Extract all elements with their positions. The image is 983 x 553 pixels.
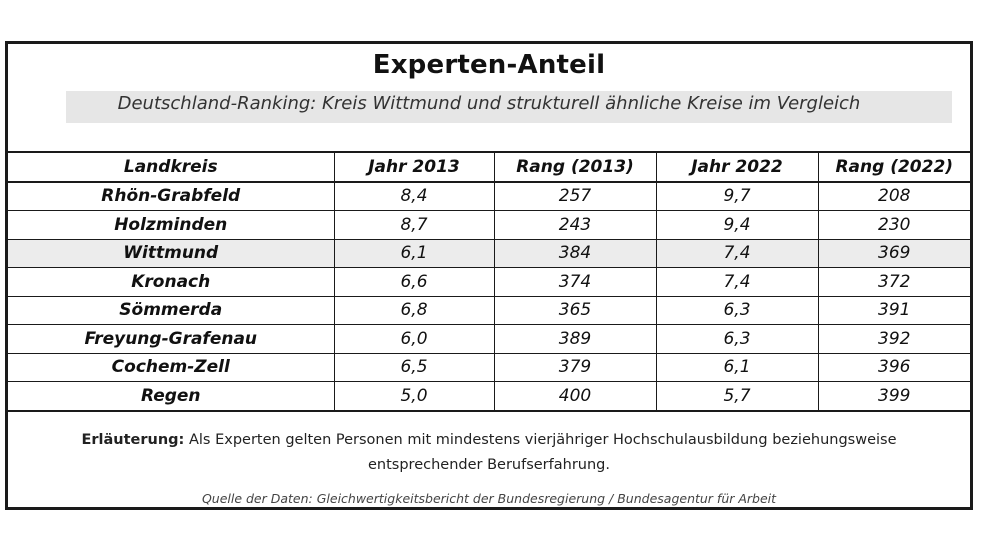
column-header-rang-2022: Rang (2022) bbox=[817, 151, 970, 183]
cell-jahr-2013: 6,0 bbox=[333, 324, 494, 354]
cell-rang-2013: 379 bbox=[493, 353, 656, 382]
table-row: Kronach 6,6 374 7,4 372 bbox=[8, 267, 970, 297]
table-header-row: Landkreis Jahr 2013 Rang (2013) Jahr 202… bbox=[8, 151, 970, 183]
table-row: Regen 5,0 400 5,7 399 bbox=[8, 381, 970, 412]
cell-landkreis: Sömmerda bbox=[8, 296, 334, 325]
cell-rang-2013: 374 bbox=[493, 267, 656, 297]
cell-rang-2022: 396 bbox=[817, 353, 970, 382]
cell-jahr-2022: 9,4 bbox=[655, 210, 818, 240]
data-source: Quelle der Daten: Gleichwertigkeitsberic… bbox=[201, 491, 777, 506]
table-row: Cochem-Zell 6,5 379 6,1 396 bbox=[8, 353, 970, 382]
cell-rang-2013: 243 bbox=[493, 210, 656, 240]
cell-rang-2013: 257 bbox=[493, 181, 656, 211]
ranking-table: Landkreis Jahr 2013 Rang (2013) Jahr 202… bbox=[8, 151, 970, 412]
explanation-note: Erläuterung: Als Experten gelten Persone… bbox=[48, 428, 930, 478]
cell-landkreis: Cochem-Zell bbox=[8, 353, 334, 382]
cell-rang-2022: 391 bbox=[817, 296, 970, 325]
cell-jahr-2013: 6,5 bbox=[333, 353, 494, 382]
cell-jahr-2013: 6,6 bbox=[333, 267, 494, 297]
cell-jahr-2013: 6,1 bbox=[333, 239, 494, 268]
explanation-label: Erläuterung: bbox=[81, 432, 185, 448]
column-header-jahr-2022: Jahr 2022 bbox=[655, 151, 818, 183]
cell-landkreis: Freyung-Grafenau bbox=[8, 324, 334, 354]
cell-rang-2013: 389 bbox=[493, 324, 656, 354]
cell-rang-2022: 392 bbox=[817, 324, 970, 354]
cell-jahr-2022: 9,7 bbox=[655, 181, 818, 211]
page-subtitle: Deutschland-Ranking: Kreis Wittmund und … bbox=[117, 93, 861, 114]
table-row-highlighted: Wittmund 6,1 384 7,4 369 bbox=[8, 239, 970, 268]
cell-rang-2022: 230 bbox=[817, 210, 970, 240]
cell-rang-2013: 400 bbox=[493, 381, 656, 412]
cell-rang-2013: 384 bbox=[493, 239, 656, 268]
cell-landkreis: Kronach bbox=[8, 267, 334, 297]
cell-rang-2022: 372 bbox=[817, 267, 970, 297]
explanation-line-2: entsprechender Berufserfahrung. bbox=[368, 457, 610, 473]
table-row: Sömmerda 6,8 365 6,3 391 bbox=[8, 296, 970, 325]
column-header-landkreis: Landkreis bbox=[8, 151, 334, 183]
cell-jahr-2022: 6,1 bbox=[655, 353, 818, 382]
cell-landkreis: Wittmund bbox=[8, 239, 334, 268]
column-header-jahr-2013: Jahr 2013 bbox=[333, 151, 494, 183]
cell-landkreis: Rhön-Grabfeld bbox=[8, 181, 334, 211]
cell-jahr-2013: 5,0 bbox=[333, 381, 494, 412]
subtitle-band bbox=[66, 91, 952, 123]
cell-jahr-2013: 8,7 bbox=[333, 210, 494, 240]
cell-jahr-2013: 6,8 bbox=[333, 296, 494, 325]
column-header-rang-2013: Rang (2013) bbox=[493, 151, 656, 183]
explanation-text: Als Experten gelten Personen mit mindest… bbox=[188, 432, 897, 448]
cell-jahr-2013: 8,4 bbox=[333, 181, 494, 211]
cell-landkreis: Regen bbox=[8, 381, 334, 412]
page-title: Experten-Anteil bbox=[372, 50, 606, 80]
cell-rang-2013: 365 bbox=[493, 296, 656, 325]
explanation-line-1: Erläuterung: Als Experten gelten Persone… bbox=[48, 428, 930, 453]
cell-rang-2022: 369 bbox=[817, 239, 970, 268]
cell-jahr-2022: 7,4 bbox=[655, 267, 818, 297]
cell-jahr-2022: 6,3 bbox=[655, 296, 818, 325]
infographic-frame: Experten-Anteil Deutschland-Ranking: Kre… bbox=[5, 41, 973, 510]
table-row: Freyung-Grafenau 6,0 389 6,3 392 bbox=[8, 324, 970, 354]
table-row: Holzminden 8,7 243 9,4 230 bbox=[8, 210, 970, 240]
table-row: Rhön-Grabfeld 8,4 257 9,7 208 bbox=[8, 181, 970, 211]
cell-rang-2022: 208 bbox=[817, 181, 970, 211]
cell-landkreis: Holzminden bbox=[8, 210, 334, 240]
cell-jahr-2022: 6,3 bbox=[655, 324, 818, 354]
cell-jahr-2022: 7,4 bbox=[655, 239, 818, 268]
cell-jahr-2022: 5,7 bbox=[655, 381, 818, 412]
cell-rang-2022: 399 bbox=[817, 381, 970, 412]
